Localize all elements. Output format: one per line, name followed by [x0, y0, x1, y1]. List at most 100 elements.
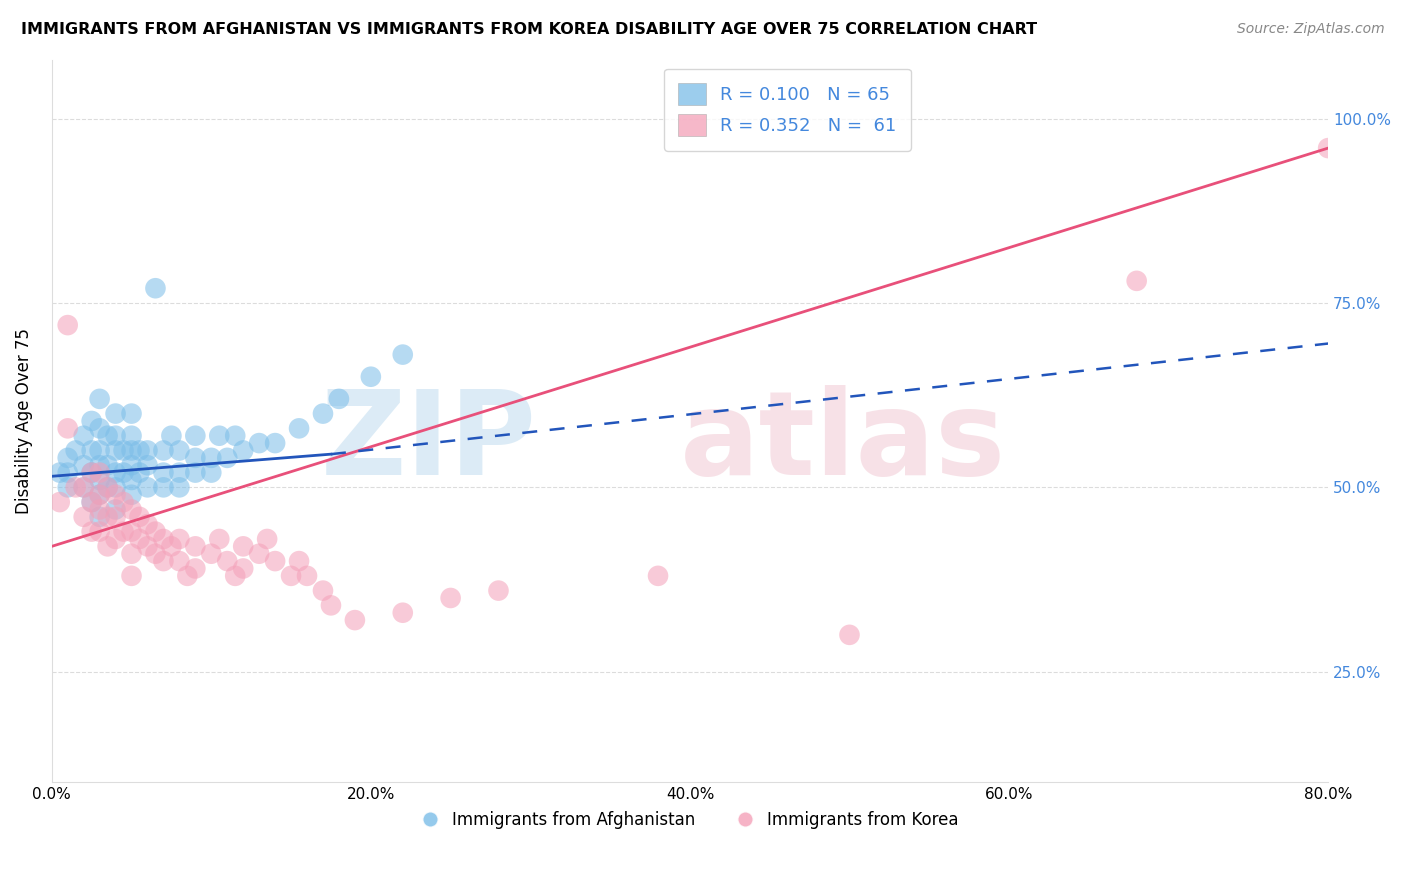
Point: [256, 532, 278, 546]
Point: [312, 583, 335, 598]
Point: [89, 466, 111, 480]
Point: [136, 443, 159, 458]
Point: [200, 466, 222, 480]
Point: [128, 532, 150, 546]
Point: [288, 554, 311, 568]
Point: [217, 450, 239, 465]
Point: [152, 532, 174, 546]
Point: [343, 613, 366, 627]
Point: [288, 421, 311, 435]
Point: [224, 428, 246, 442]
Point: [73, 480, 96, 494]
Point: [104, 428, 127, 442]
Point: [160, 428, 183, 442]
Point: [136, 517, 159, 532]
Point: [247, 436, 270, 450]
Point: [73, 480, 96, 494]
Point: [97, 480, 120, 494]
Point: [65, 443, 87, 458]
Point: [89, 502, 111, 516]
Point: [80, 495, 103, 509]
Point: [73, 458, 96, 473]
Point: [169, 480, 191, 494]
Point: [264, 554, 287, 568]
Point: [97, 540, 120, 554]
Point: [217, 554, 239, 568]
Point: [89, 509, 111, 524]
Point: [80, 443, 103, 458]
Point: [104, 407, 127, 421]
Point: [97, 458, 120, 473]
Point: [56, 318, 79, 332]
Point: [169, 532, 191, 546]
Point: [184, 466, 207, 480]
Point: [121, 502, 143, 516]
Point: [136, 540, 159, 554]
Point: [89, 443, 111, 458]
Point: [73, 509, 96, 524]
Point: [97, 509, 120, 524]
Point: [65, 480, 87, 494]
Point: [121, 458, 143, 473]
Point: [208, 428, 231, 442]
Point: [121, 473, 143, 487]
Point: [112, 443, 135, 458]
Point: [136, 458, 159, 473]
Point: [128, 443, 150, 458]
Point: [80, 414, 103, 428]
Point: [89, 524, 111, 539]
Point: [89, 392, 111, 406]
Point: [104, 509, 127, 524]
Point: [169, 443, 191, 458]
Point: [1125, 274, 1147, 288]
Point: [647, 569, 669, 583]
Point: [264, 436, 287, 450]
Point: [112, 466, 135, 480]
Point: [169, 466, 191, 480]
Point: [184, 450, 207, 465]
Point: [200, 450, 222, 465]
Point: [89, 421, 111, 435]
Point: [152, 554, 174, 568]
Point: [184, 540, 207, 554]
Point: [184, 428, 207, 442]
Point: [208, 532, 231, 546]
Point: [176, 569, 198, 583]
Point: [152, 480, 174, 494]
Point: [232, 540, 254, 554]
Point: [89, 488, 111, 502]
Point: [319, 599, 342, 613]
Point: [488, 583, 510, 598]
Point: [48, 466, 70, 480]
Point: [73, 428, 96, 442]
Y-axis label: Disability Age Over 75: Disability Age Over 75: [15, 328, 32, 514]
Point: [112, 495, 135, 509]
Point: [312, 407, 335, 421]
Point: [97, 480, 120, 494]
Point: [89, 458, 111, 473]
Point: [80, 466, 103, 480]
Point: [169, 554, 191, 568]
Point: [89, 473, 111, 487]
Point: [121, 407, 143, 421]
Point: [152, 466, 174, 480]
Point: [121, 428, 143, 442]
Point: [145, 524, 167, 539]
Point: [121, 569, 143, 583]
Point: [112, 524, 135, 539]
Text: atlas: atlas: [681, 385, 1007, 500]
Point: [104, 480, 127, 494]
Point: [280, 569, 302, 583]
Point: [121, 443, 143, 458]
Text: Source: ZipAtlas.com: Source: ZipAtlas.com: [1237, 22, 1385, 37]
Legend: Immigrants from Afghanistan, Immigrants from Korea: Immigrants from Afghanistan, Immigrants …: [415, 804, 965, 836]
Point: [128, 466, 150, 480]
Point: [136, 480, 159, 494]
Point: [56, 466, 79, 480]
Point: [360, 369, 382, 384]
Point: [200, 547, 222, 561]
Point: [121, 547, 143, 561]
Point: [160, 540, 183, 554]
Point: [104, 532, 127, 546]
Point: [247, 547, 270, 561]
